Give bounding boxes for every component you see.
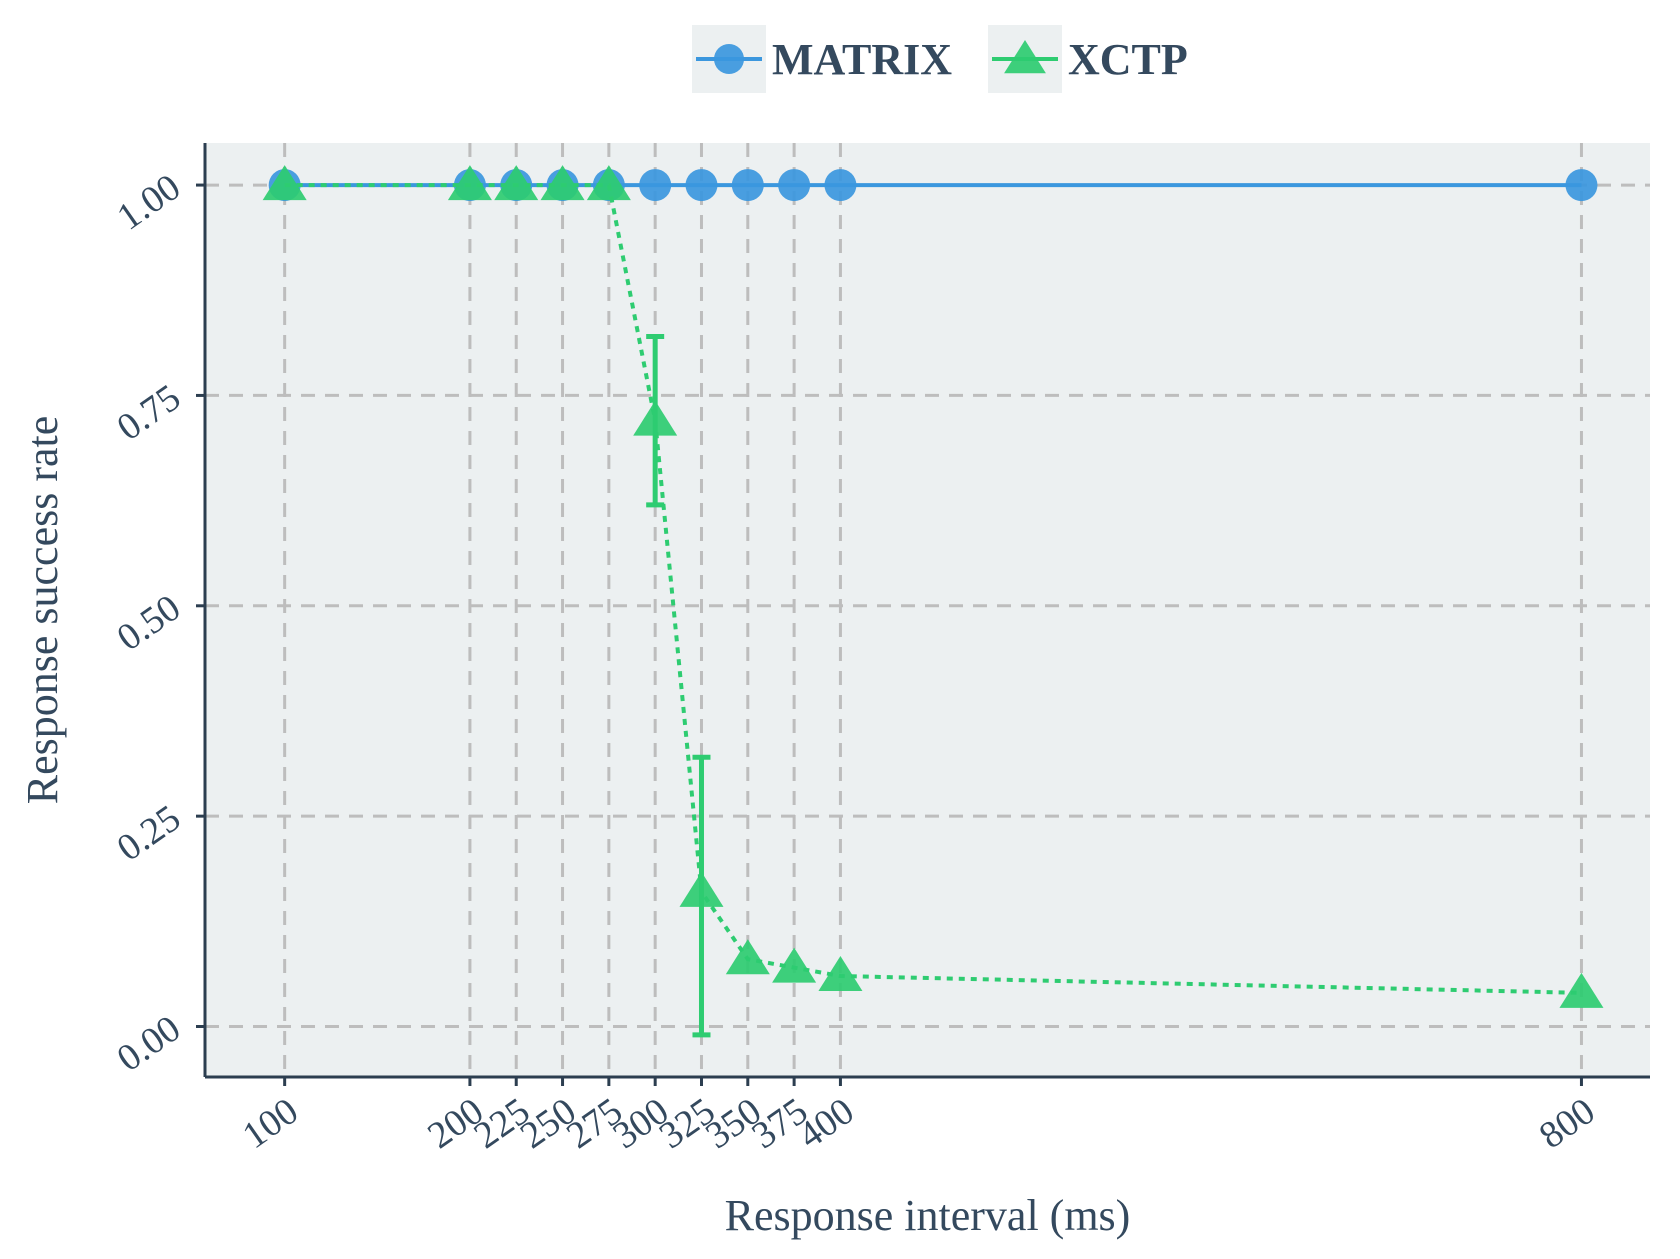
- legend: MATRIX XCTP: [692, 25, 1188, 93]
- legend-label-xctp: XCTP: [1068, 35, 1188, 84]
- xctp-point: [586, 165, 631, 201]
- xctp-point: [818, 956, 863, 992]
- xctp-point: [494, 165, 539, 201]
- axes: [196, 143, 1650, 1086]
- matrix-point: [685, 169, 718, 202]
- matrix-point: [1565, 169, 1598, 202]
- matrix-point: [824, 169, 857, 202]
- legend-item-matrix: MATRIX: [692, 25, 952, 93]
- matrix-point: [639, 169, 672, 202]
- xctp-point: [725, 939, 770, 975]
- x-axis-label: Response interval (ms): [725, 1191, 1131, 1240]
- legend-item-xctp: XCTP: [988, 25, 1188, 93]
- y-axis-label: Response success rate: [18, 416, 67, 805]
- xctp-point: [262, 165, 307, 201]
- legend-key-marker: [1004, 40, 1046, 74]
- matrix-point: [778, 169, 811, 202]
- xctp-point: [447, 165, 492, 201]
- legend-label-matrix: MATRIX: [772, 35, 952, 84]
- gridlines: [205, 143, 1650, 1077]
- xctp-point: [633, 400, 678, 436]
- xctp-point: [540, 165, 585, 201]
- xctp-series: [262, 165, 1604, 1038]
- xctp-point: [679, 871, 724, 907]
- legend-key-marker: [714, 44, 744, 74]
- plot-panel: [205, 143, 1650, 1077]
- xctp-point: [772, 947, 817, 983]
- series-layer: [262, 165, 1604, 1038]
- matrix-point: [731, 169, 764, 202]
- xctp-point: [1559, 972, 1604, 1008]
